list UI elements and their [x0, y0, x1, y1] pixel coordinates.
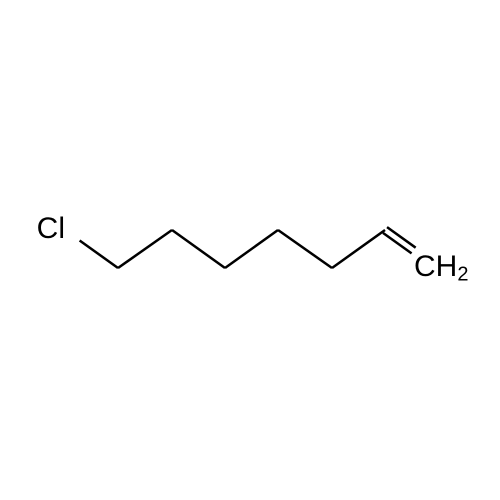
bond-line	[332, 230, 385, 268]
bond-line	[172, 230, 225, 268]
atom-label-ch2: CH2	[414, 250, 468, 286]
bond-line	[278, 230, 332, 268]
bond-line	[80, 240, 118, 268]
bond-line	[118, 230, 172, 268]
atom-label-cl: Cl	[37, 212, 65, 245]
bond-line	[225, 230, 278, 268]
molecule-diagram: Cl CH2	[0, 0, 500, 500]
